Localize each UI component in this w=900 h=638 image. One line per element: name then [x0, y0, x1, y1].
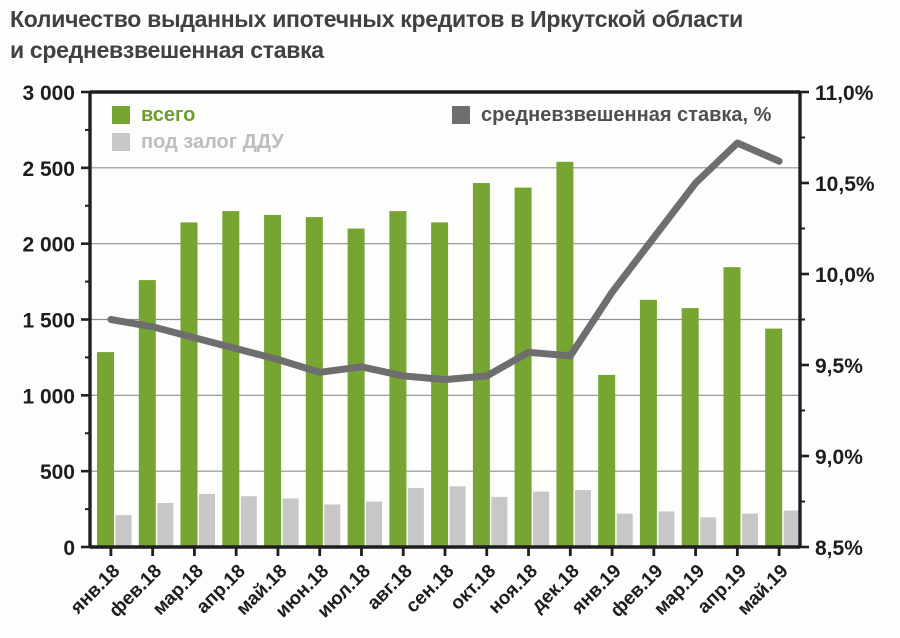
y-left-axis-label: 1 000	[22, 385, 75, 408]
legend-swatch-rate-icon	[452, 106, 470, 124]
chart-title-line2: и средневзвешенная ставка	[10, 37, 324, 63]
y-left-axis-label: 0	[63, 537, 75, 560]
bar-total-окт.18	[472, 183, 490, 547]
bar-ddu-авг.18	[407, 487, 424, 547]
legend-item-total: всего	[112, 103, 284, 127]
y-left-axis-label: 2 500	[22, 158, 75, 181]
bar-ddu-июн.18	[324, 504, 341, 547]
bar-total-апр.18	[222, 211, 240, 547]
legend-line: средневзвешенная ставка, %	[452, 103, 771, 130]
chart-title-line1: Количество выданных ипотечных кредитов в…	[10, 6, 744, 32]
legend-label-total: всего	[141, 103, 196, 126]
legend-item-ddu: под залог ДДУ	[112, 130, 284, 154]
bar-total-мар.18	[180, 222, 198, 547]
bar-ddu-ноя.18	[533, 491, 550, 547]
y-right-axis-label: 11,0%	[815, 82, 874, 105]
y-right-axis-label: 10,0%	[815, 264, 875, 287]
bar-ddu-сен.18	[449, 486, 466, 547]
bar-ddu-мар.19	[700, 517, 717, 547]
bar-ddu-янв.18	[115, 515, 132, 547]
x-axis-label: сен.18	[402, 561, 459, 618]
legend-label-ddu: под залог ДДУ	[141, 130, 284, 153]
y-left-axis-label: 1 500	[22, 310, 75, 333]
y-right-axis-label: 8,5%	[815, 537, 863, 560]
bar-total-сен.18	[431, 222, 449, 547]
bar-total-май.18	[264, 214, 282, 547]
y-left-axis-label: 500	[40, 461, 75, 484]
bar-ddu-фев.19	[658, 511, 675, 547]
bar-ddu-май.19	[783, 510, 800, 547]
rate-line	[107, 139, 783, 384]
bar-total-июл.18	[347, 228, 365, 547]
y-right-axis-label: 9,5%	[815, 355, 863, 378]
bar-ddu-апр.18	[240, 496, 257, 547]
y-right-axis-label: 9,0%	[815, 446, 863, 469]
bar-ddu-апр.19	[742, 513, 758, 547]
bar-ddu-дек.18	[574, 490, 591, 547]
legend-swatch-total-icon	[112, 106, 130, 124]
bar-total-май.19	[765, 328, 783, 547]
legend-item-rate: средневзвешенная ставка, %	[452, 103, 771, 127]
bar-ddu-янв.19	[616, 513, 633, 547]
bar-total-ноя.18	[514, 187, 532, 547]
bar-ddu-фев.18	[157, 503, 174, 547]
bar-ddu-май.18	[282, 498, 299, 547]
y-left-axis-label: 2 000	[22, 234, 75, 257]
legend-label-rate: средневзвешенная ставка, %	[481, 103, 772, 126]
bar-total-мар.19	[681, 308, 699, 547]
legend-swatch-ddu-icon	[112, 133, 130, 151]
bar-total-янв.18	[97, 352, 114, 547]
bar-total-авг.18	[389, 211, 407, 547]
y-right-axis-label: 10,5%	[815, 173, 875, 196]
bar-total-апр.19	[723, 267, 741, 547]
y-left-axis-label: 3 000	[22, 82, 75, 105]
bar-total-фев.18	[138, 280, 156, 547]
bar-total-фев.19	[639, 299, 657, 547]
bar-ddu-июл.18	[366, 501, 383, 547]
bar-total-июн.18	[305, 217, 323, 547]
chart-title: Количество выданных ипотечных кредитов в…	[10, 4, 743, 66]
legend-bars: всего под залог ДДУ	[112, 103, 284, 157]
bar-total-янв.19	[598, 374, 616, 547]
bar-ddu-мар.18	[199, 493, 215, 547]
bar-ddu-окт.18	[491, 496, 508, 547]
